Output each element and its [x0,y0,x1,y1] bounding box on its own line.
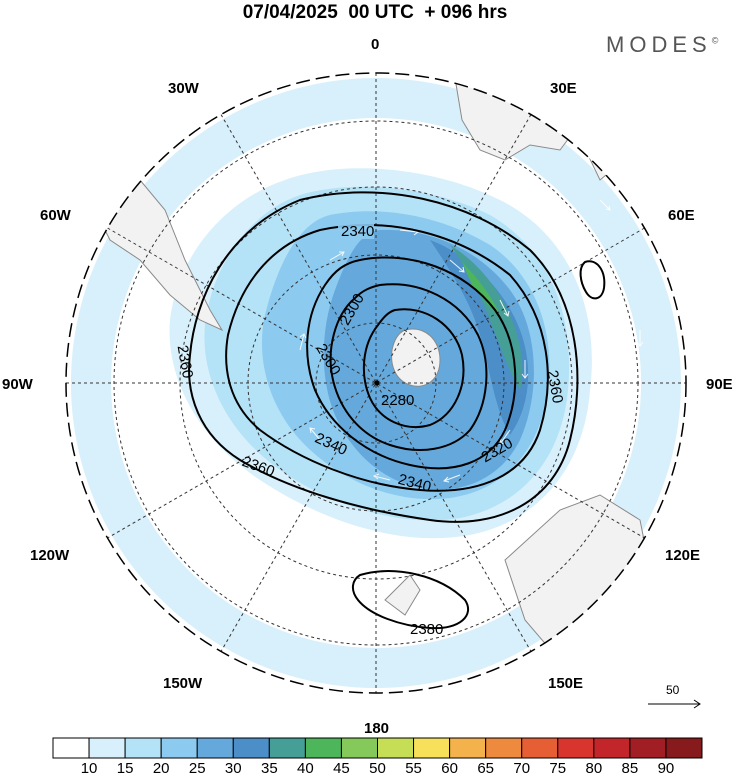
wind-arrow [442,474,461,483]
meridian-150 [220,114,532,652]
land-antarctica [391,328,441,387]
colorbar-tick-label: 85 [621,760,639,777]
colorbar-swatch [196,737,234,759]
lon-label-90w: 90W [2,376,34,393]
contour-label: 2280 [381,392,414,409]
contour-label: 2380 [410,621,443,638]
colorbar-swatch [340,737,379,759]
colorbar-tick-label: 60 [441,760,458,777]
wind-arrow [499,429,511,445]
land-south-america [89,179,224,332]
colorbar-swatch [377,737,415,759]
lon-label-150e: 150E [548,675,583,692]
wind-arrow [309,427,321,441]
wind-arrow [449,259,465,273]
contour-label: 2340 [341,223,374,240]
colorbar-swatch [665,737,703,759]
height-contours [188,191,606,630]
colorbar-swatch [413,737,451,759]
contour-2280 [362,308,465,428]
lon-label-60e: 60E [668,207,695,224]
colorbar-swatch [557,737,595,759]
contour-label: 2360 [174,344,197,380]
contour-2300 [329,283,488,451]
colorbar-tick-label: 20 [152,760,170,777]
colorbar-swatch [304,737,342,759]
brand-logo: MODES© [606,32,718,58]
colorbar-tick-label: 10 [80,760,98,777]
colorbar-swatch [521,737,559,759]
colorbar-swatch [52,737,90,759]
lon-label-30w: 30W [168,80,200,97]
wind-arrow [599,199,611,211]
shade-jet-35 [430,240,529,435]
wind-arrow [299,333,307,351]
wind-arrow [116,383,124,400]
low-center-marker [374,380,380,386]
colorbar-tick-label: 30 [224,760,242,777]
colorbar-tick-label: 50 [369,760,386,777]
graticule [66,73,686,693]
lon-label-120w: 120W [30,547,70,564]
colorbar-tick-label: 15 [116,760,134,777]
colorbar-tick-label: 65 [477,760,494,777]
colorbar-tick-label: 25 [188,760,206,777]
copyright-mark: © [711,35,719,46]
land-new-zealand [384,574,421,616]
colorbar-swatch [232,737,270,759]
wind-arrow [636,330,644,347]
colorbar-swatch [88,737,126,759]
wind-arrow [499,299,510,317]
reference-arrow [648,699,701,709]
meridian-120 [107,227,645,539]
colorbar-ticks: 10 15 20 25 30 35 40 45 50 55 60 65 70 75 80 85 90 [0,760,750,780]
contour-label: 2360 [544,369,567,405]
contour-2380 [352,570,470,630]
brand-name: MODES [606,32,712,57]
shade-jet-40 [450,245,523,390]
colorbar-swatch [629,737,667,759]
contour-2320 [306,256,517,470]
lon-label-0: 0 [371,36,379,53]
colorbar [52,737,703,759]
map-border [65,72,687,694]
lon-label-120e: 120E [665,547,700,564]
reference-vector-label: 50 [666,683,680,697]
colorbar-swatch [268,737,306,759]
colorbar-swatch [124,737,162,759]
colorbar-tick-label: 80 [585,760,603,777]
colorbar-swatch [593,737,631,759]
wind-speed-shading [70,78,681,688]
wind-arrow [521,360,529,379]
longitude-labels: 0 30E 60E 90E 120E 150E 180 150W 120W 90… [2,36,733,737]
colorbar-swatch [449,737,487,759]
contour-2360-closed-east [579,260,606,300]
wind-arrow [329,251,345,261]
colorbar-tick-label: 45 [333,760,350,777]
colorbar-swatch [160,737,198,759]
colorbar-tick-label: 35 [260,760,278,777]
contour-2360-outer [188,191,579,523]
meridian-30 [220,114,532,652]
lon-label-90e: 90E [706,376,733,393]
map-title: 07/04/2025 00 UTC + 096 hrs [242,2,508,23]
wind-arrow [372,473,391,481]
colorbar-tick-label: 90 [657,760,675,777]
colorbar-tick-label: 75 [549,760,567,777]
colorbar-tick-label: 70 [513,760,531,777]
lon-label-180: 180 [364,720,389,737]
lon-label-30e: 30E [550,80,577,97]
meridian-60 [107,227,645,539]
latitude-circle-1 [315,322,437,444]
colorbar-tick-label: 40 [297,760,314,777]
colorbar-tick-label: 55 [405,760,422,777]
contour-2340-outer [225,224,549,492]
lon-label-150w: 150W [163,675,203,692]
colorbar-swatch [485,737,523,759]
lon-label-60w: 60W [40,207,72,224]
